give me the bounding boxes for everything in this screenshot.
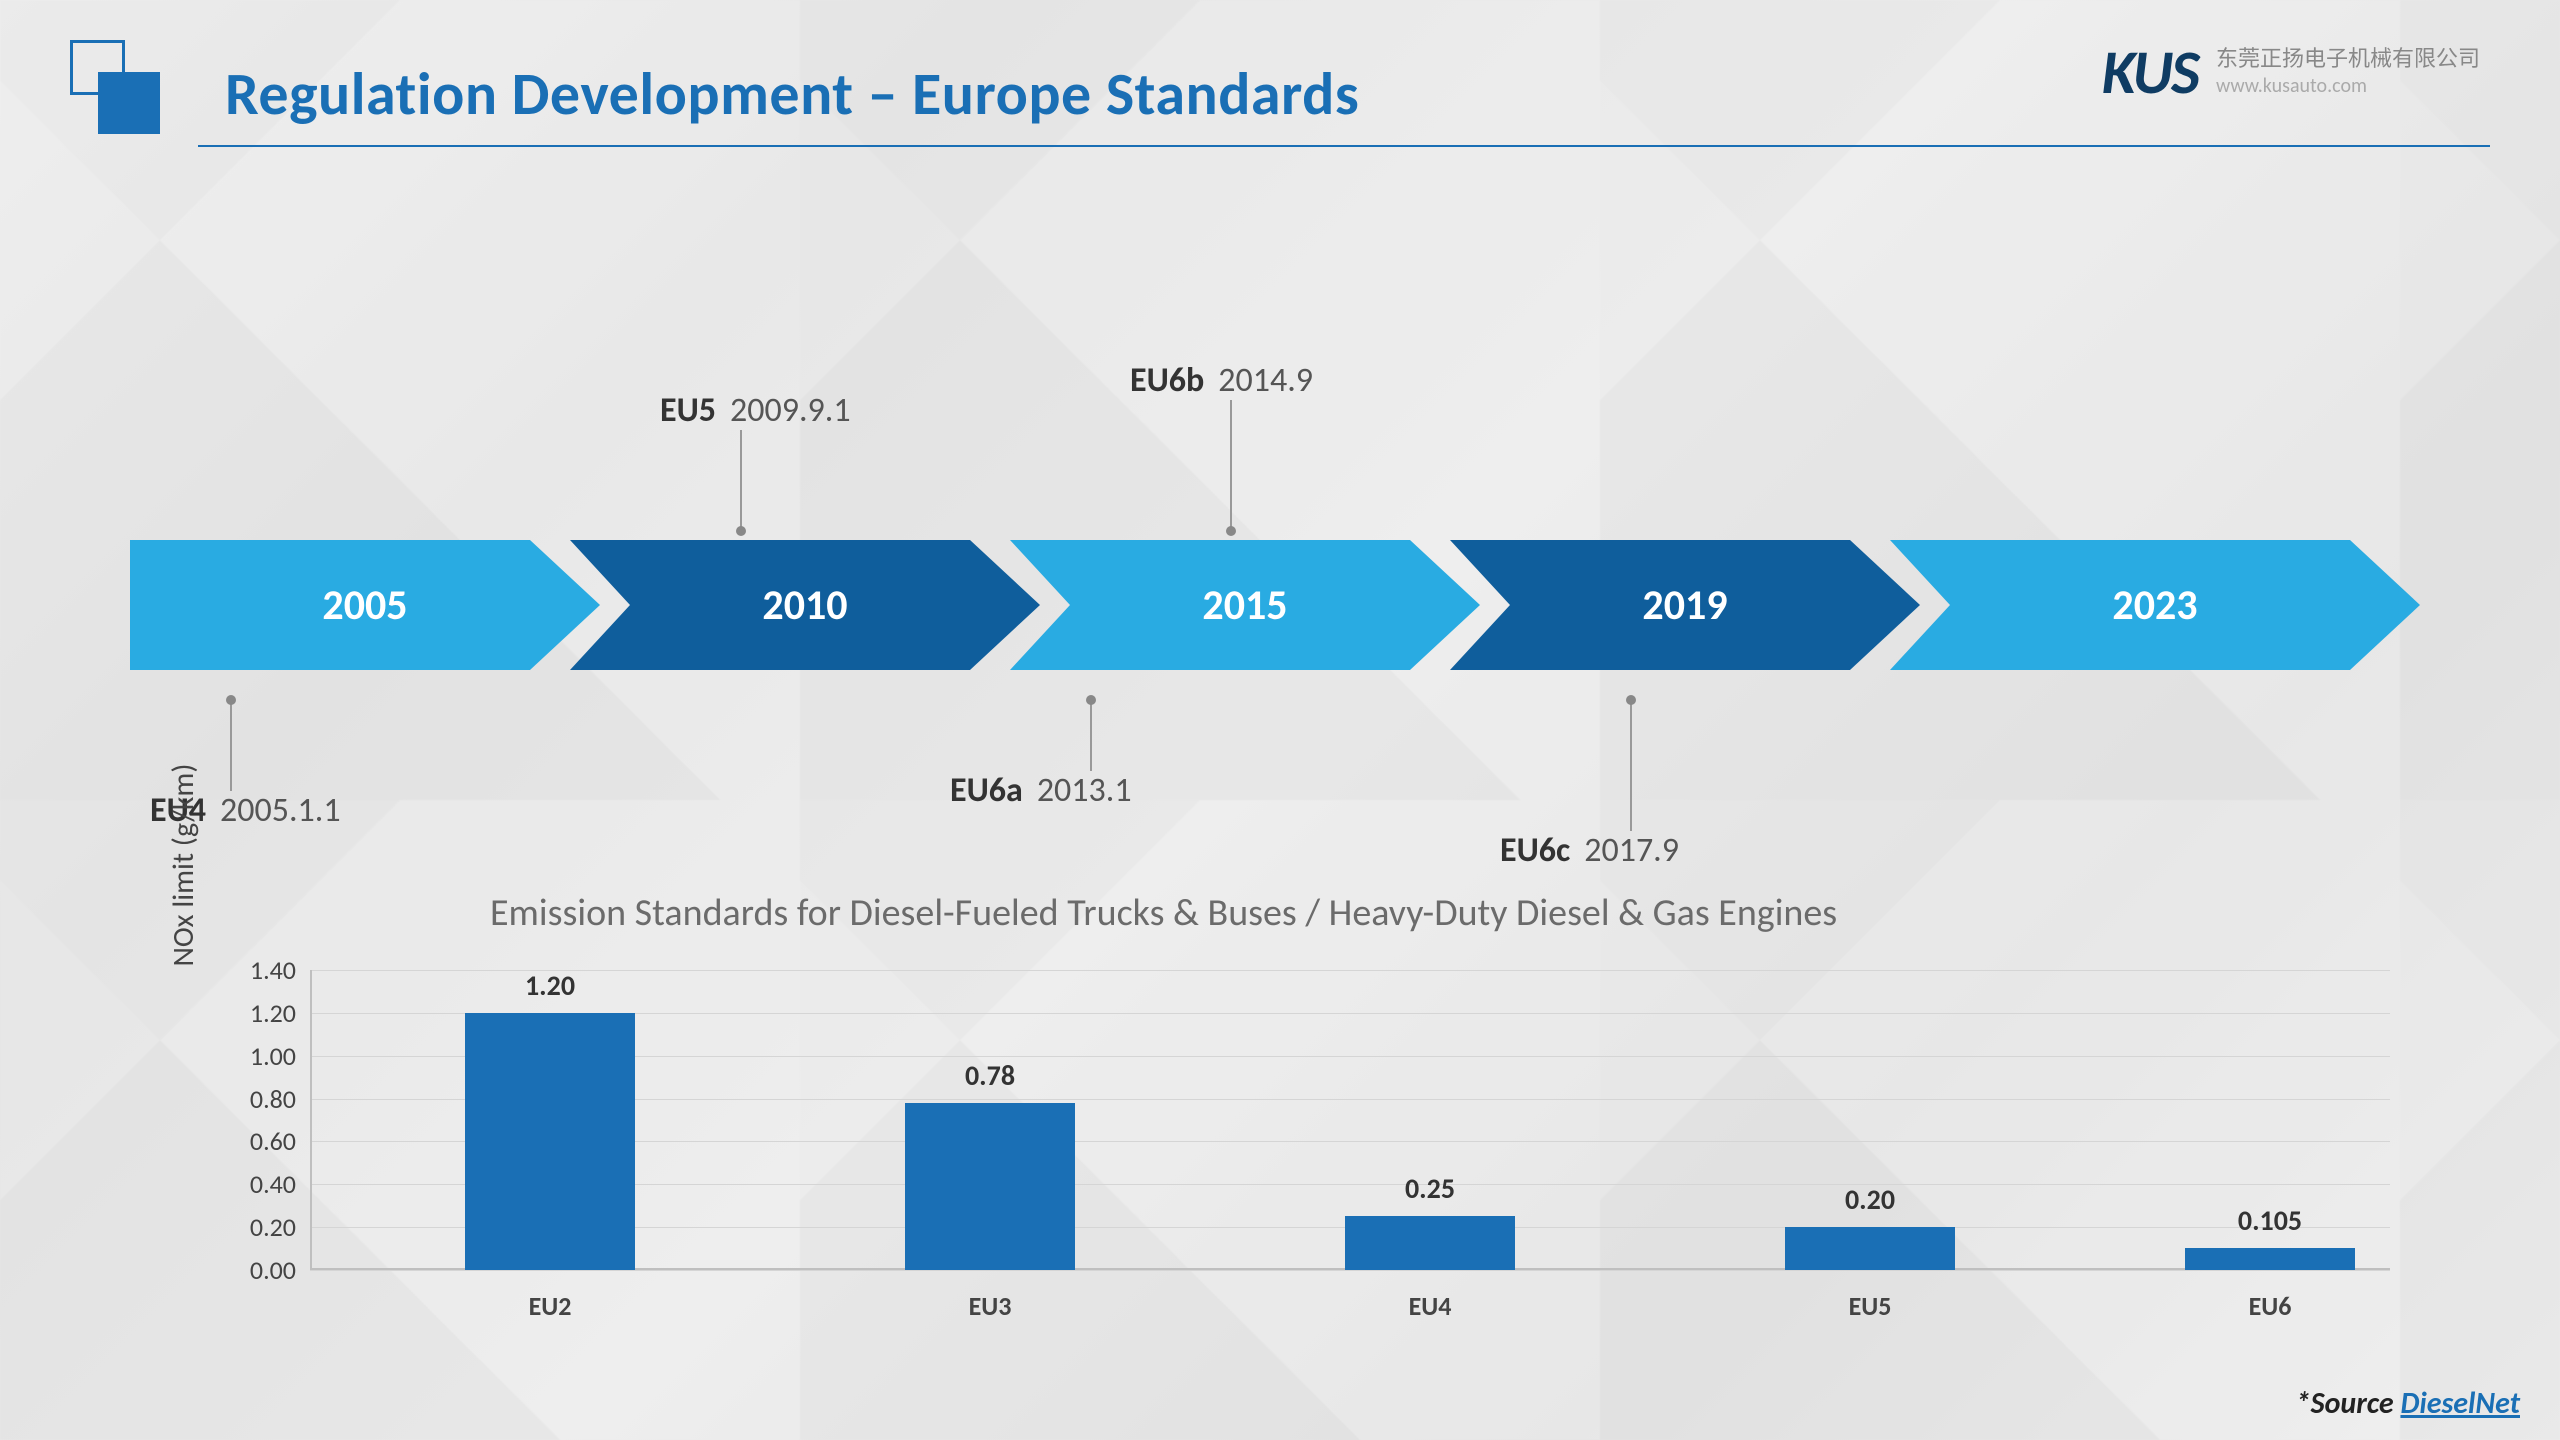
bar-eu2: 1.20 — [465, 1013, 635, 1270]
timeline-arrow-2023: 2023 — [1890, 540, 2420, 670]
title-underline — [198, 145, 2490, 147]
ytick-label: 0.80 — [226, 1083, 296, 1115]
bar-eu3: 0.78 — [905, 1103, 1075, 1270]
timeline-arrow-2005: 2005 — [130, 540, 600, 670]
gridline — [310, 1270, 2390, 1271]
title-decor-fill — [98, 72, 160, 134]
xcategory-label: EU2 — [529, 1290, 572, 1322]
bar-value-label: 0.105 — [2238, 1203, 2302, 1238]
timeline-callout-eu5: EU52009.9.1 — [660, 390, 851, 431]
company-name-cn: 东莞正扬电子机械有限公司 — [2216, 45, 2480, 74]
xcategory-label: EU5 — [1849, 1290, 1892, 1322]
bar-eu4: 0.25 — [1345, 1216, 1515, 1270]
chart-ylabel: NOx limit (g/km) — [165, 690, 202, 1040]
brand-logo-text: KUS — [2102, 34, 2198, 110]
ytick-label: 1.40 — [226, 954, 296, 986]
source-citation: *Source DieselNet — [2296, 1385, 2520, 1422]
timeline-arrow-2019: 2019 — [1450, 540, 1920, 670]
ytick-label: 1.20 — [226, 997, 296, 1029]
xcategory-label: EU4 — [1409, 1290, 1452, 1322]
ytick-label: 0.00 — [226, 1254, 296, 1286]
ytick-label: 1.00 — [226, 1040, 296, 1072]
ytick-label: 0.40 — [226, 1168, 296, 1200]
source-link[interactable]: DieselNet — [2400, 1385, 2520, 1422]
xcategory-label: EU3 — [969, 1290, 1012, 1322]
ytick-label: 0.20 — [226, 1211, 296, 1243]
gridline — [310, 970, 2390, 971]
bar-value-label: 0.78 — [965, 1058, 1015, 1093]
timeline-arrow-2015: 2015 — [1010, 540, 1480, 670]
timeline-callout-eu6c: EU6c2017.9 — [1500, 830, 1679, 871]
timeline-callout-eu6a: EU6a2013.1 — [950, 770, 1132, 811]
timeline-callout-eu6b: EU6b2014.9 — [1130, 360, 1313, 401]
timeline: 20052010201520192023EU42005.1.1EU52009.9… — [130, 540, 2430, 670]
brand-subtext: 东莞正扬电子机械有限公司 www.kusauto.com — [2216, 45, 2480, 100]
bar-value-label: 0.20 — [1845, 1182, 1895, 1217]
brand-logo-block: KUS 东莞正扬电子机械有限公司 www.kusauto.com — [2102, 34, 2480, 110]
bar-value-label: 0.25 — [1405, 1171, 1455, 1206]
chart-caption: Emission Standards for Diesel-Fueled Tru… — [490, 890, 1837, 936]
ytick-label: 0.60 — [226, 1125, 296, 1157]
page-title: Regulation Development – Europe Standard… — [225, 58, 1359, 131]
xcategory-label: EU6 — [2249, 1290, 2292, 1322]
bar-value-label: 1.20 — [525, 968, 575, 1003]
source-prefix: *Source — [2296, 1385, 2401, 1422]
company-url: www.kusauto.com — [2216, 73, 2480, 99]
chart-plot-area: 0.000.200.400.600.801.001.201.401.20EU20… — [310, 970, 2390, 1270]
timeline-arrow-2010: 2010 — [570, 540, 1040, 670]
bar-eu6: 0.105 — [2185, 1248, 2355, 1271]
chart-axis-y — [310, 970, 312, 1270]
bar-eu5: 0.20 — [1785, 1227, 1955, 1270]
